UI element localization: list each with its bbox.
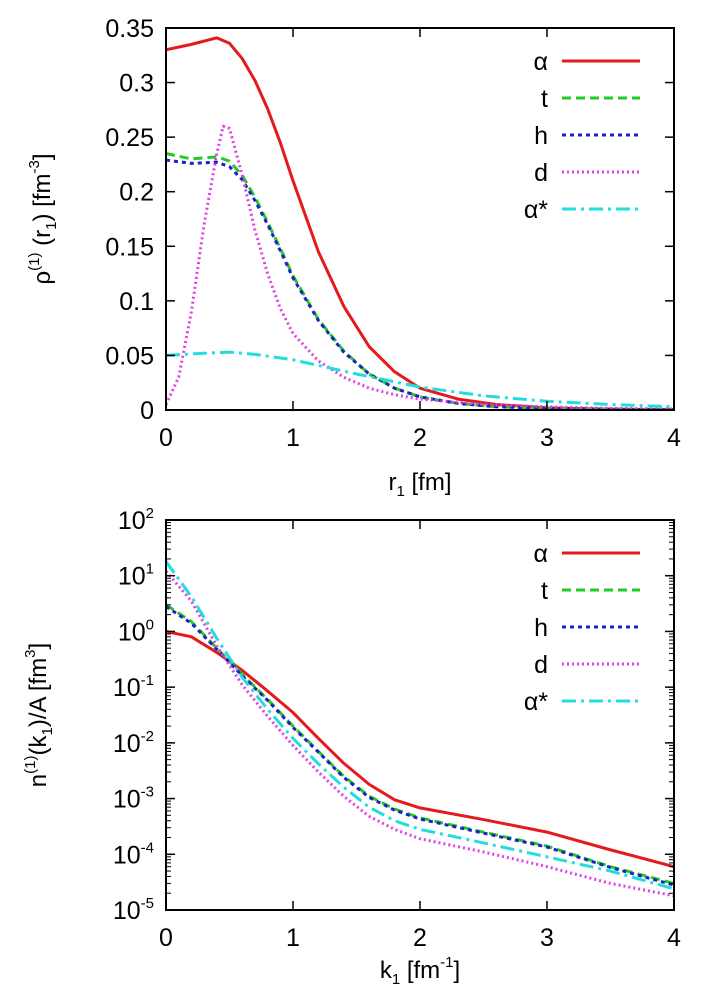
x-tick-label: 1 xyxy=(286,424,300,452)
x-axis-subscript: 1 xyxy=(396,483,404,500)
x-tick-label: 1 xyxy=(286,924,300,952)
y-tick-exponent: -5 xyxy=(141,895,154,912)
y-axis-argument: (r xyxy=(29,230,56,253)
y-tick-label: 10-5 xyxy=(113,895,154,925)
y-tick-label: 100 xyxy=(118,616,154,646)
x-tick-label: 0 xyxy=(159,424,173,452)
series-group xyxy=(166,560,674,898)
y-tick-exponent: 0 xyxy=(146,616,154,633)
y-tick-label: 0.3 xyxy=(119,70,154,98)
legend-label: α* xyxy=(524,196,548,224)
series-line-3 xyxy=(166,570,674,898)
legend-label: t xyxy=(541,85,548,113)
y-tick-base: 10 xyxy=(113,674,141,702)
y-axis-subscript: 1 xyxy=(43,222,60,230)
x-tick-label: 4 xyxy=(667,924,681,952)
y-axis-unit-exponent: 3 xyxy=(22,649,39,657)
y-tick-label: 0.05 xyxy=(105,342,154,370)
legend-label: d xyxy=(534,159,548,187)
y-axis-close: ] xyxy=(25,643,52,650)
y-axis-superscript: (1) xyxy=(22,756,39,774)
legend-label: α xyxy=(534,540,548,568)
plot-frame xyxy=(165,519,675,911)
x-axis-unit: [fm xyxy=(400,957,440,984)
y-tick-label: 10-4 xyxy=(113,839,154,869)
legend-label: α xyxy=(534,48,548,76)
x-axis-base: k xyxy=(380,957,393,984)
x-tick-label: 4 xyxy=(667,424,681,452)
y-tick-base: 10 xyxy=(118,507,146,535)
legend-label: d xyxy=(534,651,548,679)
y-axis-unit: )/A [fm xyxy=(25,658,52,727)
x-axis-close: ] xyxy=(454,957,461,984)
x-tick-label: 3 xyxy=(540,424,554,452)
y-axis-unit-exponent: -3 xyxy=(26,160,43,173)
y-tick-label: 102 xyxy=(118,505,154,535)
x-axis-unit: [fm] xyxy=(405,469,452,496)
legend-label: h xyxy=(534,122,548,150)
y-tick-label: 0.35 xyxy=(105,15,154,43)
series-line-2 xyxy=(166,605,674,887)
x-tick-label: 3 xyxy=(540,924,554,952)
y-axis-title: n(1)(k1)/A [fm3] xyxy=(22,643,56,787)
plot-frame xyxy=(165,27,675,411)
y-axis-superscript: (1) xyxy=(26,253,43,271)
y-tick-label: 0.15 xyxy=(105,233,154,261)
y-tick-exponent: -4 xyxy=(141,839,154,856)
series-line-2 xyxy=(166,158,674,410)
y-axis-symbol: ρ xyxy=(29,271,56,285)
series-line-0 xyxy=(166,629,674,869)
x-axis-title: k1 [fm-1] xyxy=(380,954,460,988)
y-tick-exponent: -2 xyxy=(141,728,154,745)
series-line-1 xyxy=(166,152,674,410)
y-tick-label: 10-2 xyxy=(113,728,154,758)
y-tick-label: 10-1 xyxy=(113,672,154,702)
y-tick-exponent: -3 xyxy=(141,784,154,801)
legend-label: h xyxy=(534,614,548,642)
x-axis-unit-exponent: -1 xyxy=(440,954,453,971)
y-tick-base: 10 xyxy=(113,786,141,814)
y-tick-exponent: -1 xyxy=(141,672,154,689)
y-tick-base: 10 xyxy=(118,618,146,646)
x-tick-label: 0 xyxy=(159,924,173,952)
y-tick-base: 10 xyxy=(113,897,141,925)
y-tick-base: 10 xyxy=(113,730,141,758)
y-axis-subscript: 1 xyxy=(39,727,56,735)
x-axis-subscript: 1 xyxy=(392,971,400,988)
y-tick-label: 0 xyxy=(140,397,154,425)
y-tick-label: 0.2 xyxy=(119,179,154,207)
y-tick-label: 0.1 xyxy=(119,288,154,316)
series-line-3 xyxy=(166,124,674,410)
series-line-4 xyxy=(166,350,674,409)
legend-label: α* xyxy=(524,688,548,716)
series-line-0 xyxy=(166,36,674,410)
y-tick-base: 10 xyxy=(113,841,141,869)
y-axis-unit: ) [fm xyxy=(29,174,56,222)
y-axis-argument: (k xyxy=(25,735,52,756)
y-tick-label: 0.25 xyxy=(105,124,154,152)
y-axis-close: ] xyxy=(29,153,56,160)
y-axis-symbol: n xyxy=(25,774,52,787)
series-line-1 xyxy=(166,603,674,885)
y-tick-exponent: 2 xyxy=(146,505,154,522)
series-group xyxy=(166,36,674,410)
x-tick-label: 2 xyxy=(413,424,427,452)
y-tick-base: 10 xyxy=(118,563,146,591)
y-axis-title: ρ(1) (r1) [fm-3] xyxy=(26,153,60,284)
x-axis-title: r1 [fm] xyxy=(388,469,451,500)
x-tick-label: 2 xyxy=(413,924,427,952)
legend-label: t xyxy=(541,577,548,605)
y-tick-label: 10-3 xyxy=(113,784,154,814)
y-tick-exponent: 1 xyxy=(146,561,154,578)
y-tick-label: 101 xyxy=(118,561,154,591)
x-axis-base: r xyxy=(388,469,396,496)
